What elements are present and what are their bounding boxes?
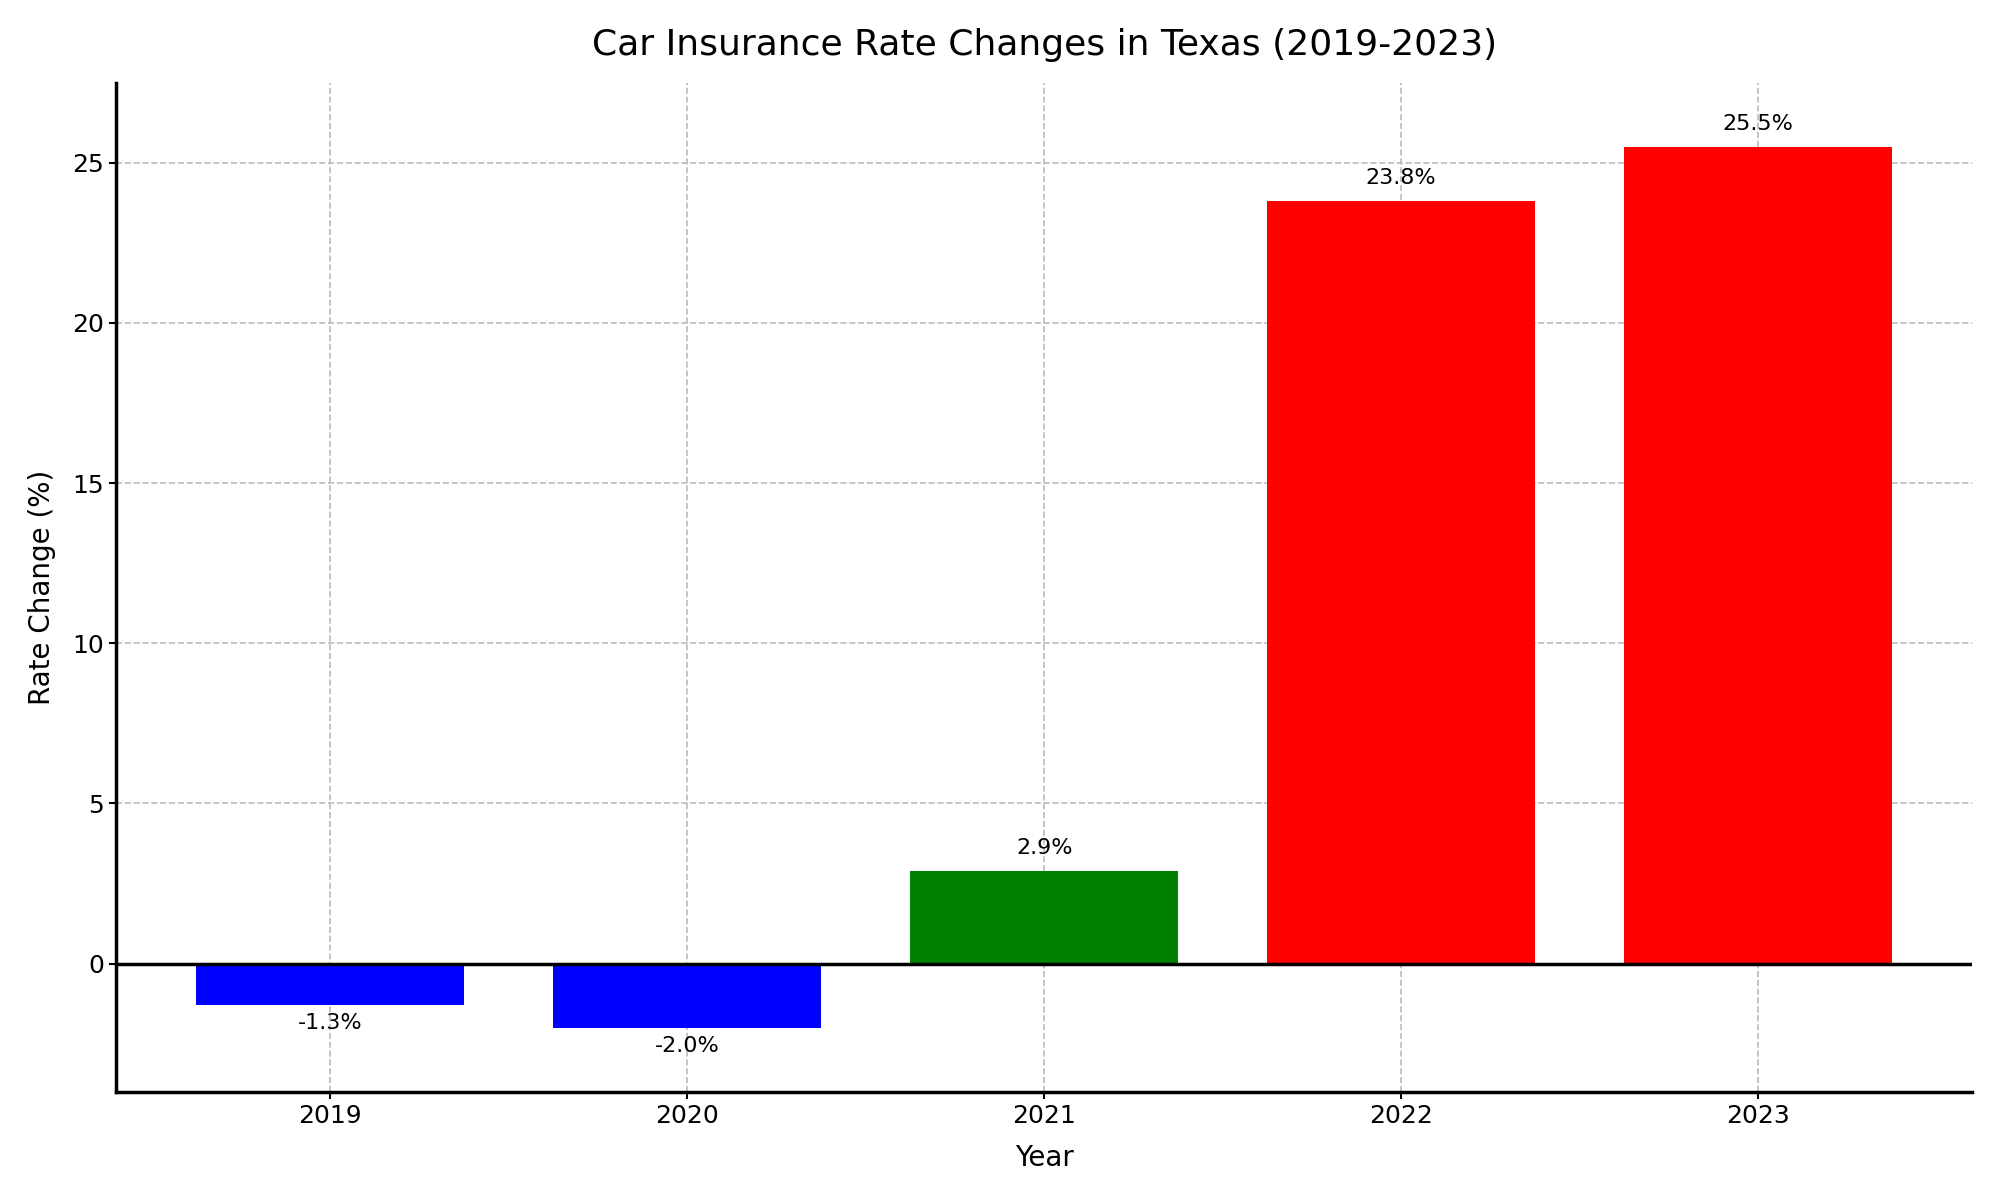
Text: -2.0%: -2.0% — [654, 1036, 720, 1056]
Y-axis label: Rate Change (%): Rate Change (%) — [28, 469, 56, 704]
Text: 25.5%: 25.5% — [1722, 114, 1794, 134]
Text: 23.8%: 23.8% — [1366, 168, 1436, 188]
X-axis label: Year: Year — [1014, 1145, 1074, 1172]
Bar — [1624, 146, 1892, 964]
Bar — [1268, 202, 1534, 964]
Bar — [196, 964, 464, 1006]
Text: 2.9%: 2.9% — [1016, 838, 1072, 858]
Text: -1.3%: -1.3% — [298, 1013, 362, 1033]
Bar — [910, 871, 1178, 964]
Bar — [554, 964, 822, 1027]
Title: Car Insurance Rate Changes in Texas (2019-2023): Car Insurance Rate Changes in Texas (201… — [592, 28, 1496, 61]
